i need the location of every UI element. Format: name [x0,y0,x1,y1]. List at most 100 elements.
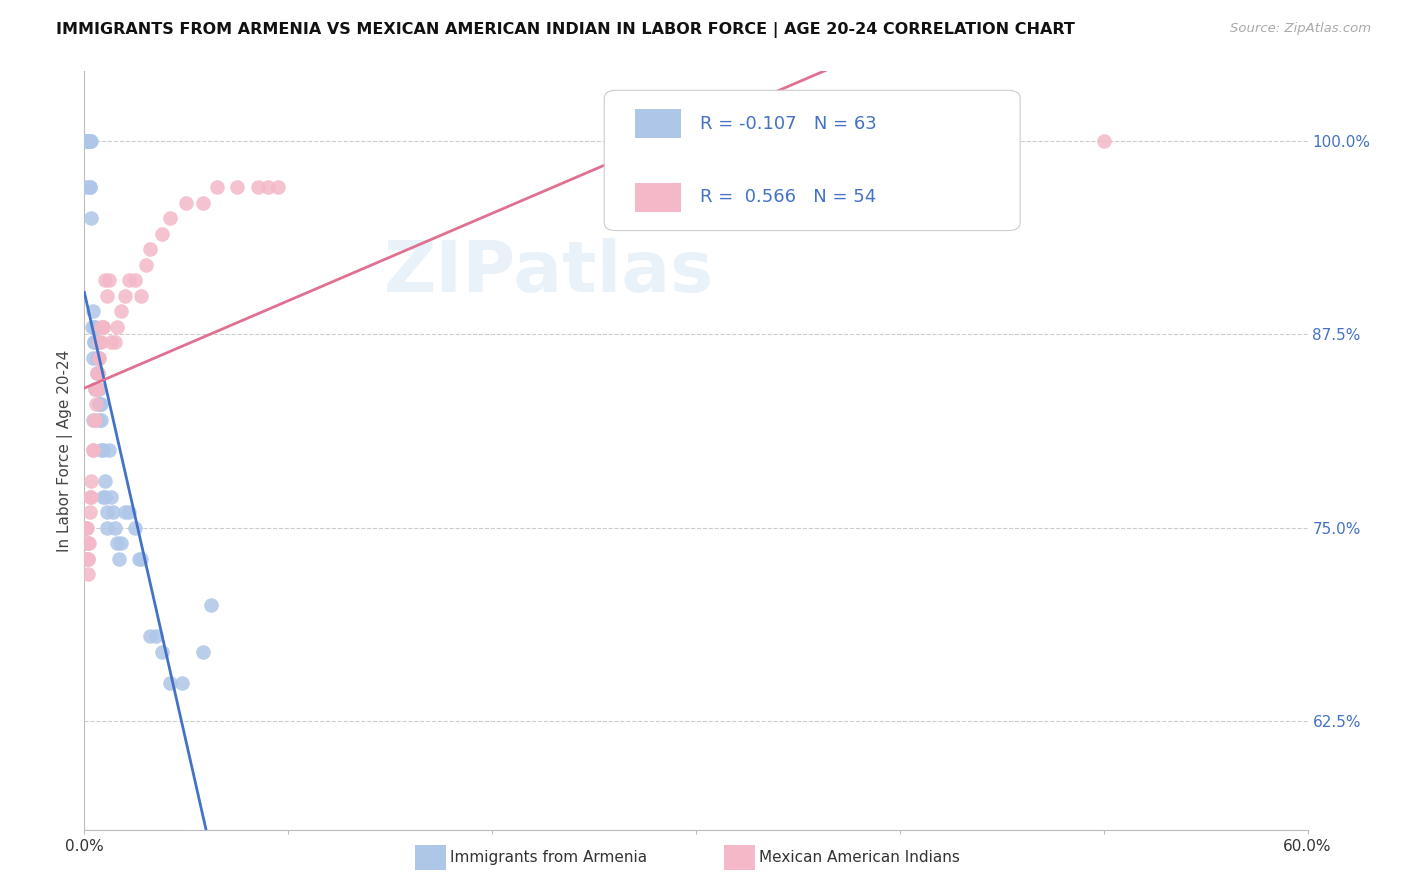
Point [150,645,173,659]
Text: Source: ZipAtlas.com: Source: ZipAtlas.com [1230,22,1371,36]
Point [76,521,98,535]
Point [257,180,280,194]
Point [83,319,105,334]
Point [82,443,104,458]
Text: Mexican American Indians: Mexican American Indians [759,850,960,864]
Point [84,382,107,396]
Point [87,397,110,411]
Point [172,675,194,690]
Point [79,134,101,148]
Point [87,335,110,350]
Point [83,335,105,350]
Point [118,273,141,287]
Point [90,319,112,334]
Point [101,505,124,519]
Point [84,382,107,396]
Point [83,382,105,396]
Point [86,351,108,365]
Point [80,490,103,504]
Point [75,536,97,550]
Point [90,412,112,426]
Point [131,289,153,303]
Point [83,335,105,350]
Point [100,490,122,504]
Point [80,475,103,489]
Point [76,134,98,148]
Point [124,273,146,287]
Point [90,397,112,411]
Point [86,366,108,380]
Bar [636,109,682,138]
Point [82,304,104,318]
Point [205,180,228,194]
Point [97,443,120,458]
Point [267,180,290,194]
Point [135,258,157,272]
Text: IMMIGRANTS FROM ARMENIA VS MEXICAN AMERICAN INDIAN IN LABOR FORCE | AGE 20-24 CO: IMMIGRANTS FROM ARMENIA VS MEXICAN AMERI… [56,22,1076,38]
Point [90,443,112,458]
Point [79,134,101,148]
Point [104,335,127,350]
Point [84,397,107,411]
Point [73,521,96,535]
Point [93,273,115,287]
Point [246,180,269,194]
FancyBboxPatch shape [605,90,1021,230]
Text: Immigrants from Armenia: Immigrants from Armenia [450,850,647,864]
Point [104,521,127,535]
Point [96,289,118,303]
Point [80,211,103,226]
Point [75,551,97,566]
Point [83,335,105,350]
Point [77,536,100,550]
Bar [636,183,682,211]
Point [131,551,153,566]
Point [159,211,181,226]
Point [200,598,222,612]
Point [138,629,160,643]
Point [86,382,108,396]
Point [128,551,150,566]
Point [86,366,108,380]
Text: R =  0.566   N = 54: R = 0.566 N = 54 [700,188,876,206]
Point [87,351,110,365]
Point [79,490,101,504]
Point [77,551,100,566]
Point [86,335,108,350]
Point [114,505,136,519]
Point [108,551,131,566]
Point [82,412,104,426]
Y-axis label: In Labor Force | Age 20-24: In Labor Force | Age 20-24 [58,350,73,551]
Point [79,180,101,194]
Point [110,536,132,550]
Point [110,304,132,318]
Point [87,382,110,396]
Point [77,134,100,148]
Point [191,195,214,210]
Point [77,567,100,582]
Point [93,475,115,489]
Point [83,319,105,334]
Point [96,521,118,535]
Point [86,366,108,380]
Point [86,335,108,350]
Point [124,521,146,535]
Point [76,134,98,148]
Point [91,490,114,504]
Point [86,366,108,380]
Point [73,521,96,535]
Point [179,830,201,845]
Point [83,412,105,426]
Point [75,134,97,148]
Point [91,319,114,334]
Point [82,443,104,458]
Point [138,242,160,256]
Point [79,536,101,550]
Point [76,134,98,148]
Point [91,443,114,458]
Point [75,521,97,535]
Point [105,536,128,550]
Point [79,134,101,148]
Point [100,335,122,350]
Point [159,675,181,690]
